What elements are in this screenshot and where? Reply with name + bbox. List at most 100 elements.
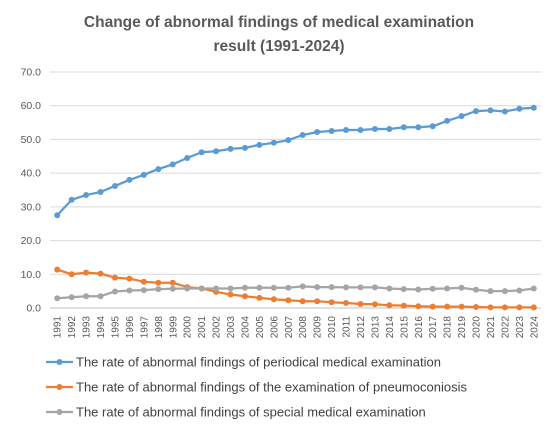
data-point [83,269,90,276]
data-point [213,285,220,292]
series-lines [54,104,537,311]
y-tick-label: 10.0 [21,269,42,281]
data-point [473,108,480,115]
data-point [371,301,378,308]
legend-label: The rate of abnormal findings of special… [76,405,426,420]
data-point [97,189,104,196]
x-tick-label: 2008 [298,316,309,339]
data-point [140,171,147,178]
data-point [256,284,263,291]
x-tick-label: 2017 [428,316,439,339]
data-point [444,303,451,310]
x-tick-label: 2024 [529,316,540,339]
data-point [54,266,61,273]
series-1 [54,104,537,219]
series-2 [54,266,537,311]
series-line [56,106,535,217]
x-tick-label: 1995 [110,316,121,339]
data-point [415,286,422,293]
data-point [184,285,191,292]
data-point [68,196,75,203]
data-point [444,117,451,124]
data-point [198,285,205,292]
data-point [155,279,162,286]
data-point [227,291,234,298]
data-point [270,296,277,303]
data-point [270,139,277,146]
data-point [415,303,422,310]
x-tick-label: 2023 [515,316,526,339]
x-tick-label: 2002 [212,316,223,339]
data-point [386,125,393,132]
x-tick-label: 2014 [385,316,396,339]
y-tick-label: 50.0 [21,134,42,146]
data-point [285,137,292,144]
data-point [126,287,133,294]
data-point [155,286,162,293]
x-tick-label: 2015 [399,316,410,339]
data-point [530,285,537,292]
x-tick-label: 2021 [486,316,497,339]
data-point [473,303,480,310]
gridlines [50,71,541,309]
data-point [415,124,422,131]
x-tick-label: 2010 [327,316,338,339]
data-point [256,294,263,301]
y-tick-label: 20.0 [21,235,42,247]
data-point [458,113,465,120]
data-point [83,192,90,199]
x-tick-label: 2016 [414,316,425,339]
x-tick-label: 2005 [255,316,266,339]
data-point [400,286,407,293]
x-tick-label: 2006 [269,316,280,339]
data-point [54,295,61,302]
data-point [487,288,494,295]
data-point [227,145,234,152]
data-point [111,182,118,189]
data-point [458,303,465,310]
data-point [473,286,480,293]
x-tick-label: 2000 [183,316,194,339]
x-tick-label: 1992 [67,316,78,339]
data-point [126,176,133,183]
data-point [400,124,407,131]
data-point [140,287,147,294]
data-point [371,125,378,132]
data-point [299,132,306,139]
legend-swatch-marker [56,409,63,415]
y-tick-label: 60.0 [21,100,42,112]
legend-item: The rate of abnormal findings of the exa… [46,380,467,395]
data-point [429,303,436,310]
series-3 [54,283,537,302]
x-tick-label: 1991 [53,316,64,339]
data-point [314,298,321,305]
data-point [68,271,75,278]
data-point [516,105,523,112]
data-point [501,108,508,115]
data-point [184,154,191,161]
legend-swatch-marker [56,384,63,390]
data-point [501,304,508,311]
data-point [357,126,364,133]
x-tick-label: 2007 [284,316,295,339]
data-point [314,129,321,136]
data-point [97,293,104,300]
data-point [328,284,335,291]
data-point [256,141,263,148]
data-point [299,298,306,305]
x-tick-label: 1993 [82,316,93,339]
data-point [444,285,451,292]
x-tick-label: 2012 [356,316,367,339]
x-tick-label: 1998 [154,316,165,339]
chart-title-line-2: result (1991-2024) [214,38,345,55]
data-point [487,107,494,114]
x-tick-label: 2013 [370,316,381,339]
data-point [270,284,277,291]
data-point [198,149,205,156]
data-point [371,284,378,291]
data-point [299,283,306,290]
data-point [169,279,176,286]
data-point [328,128,335,134]
